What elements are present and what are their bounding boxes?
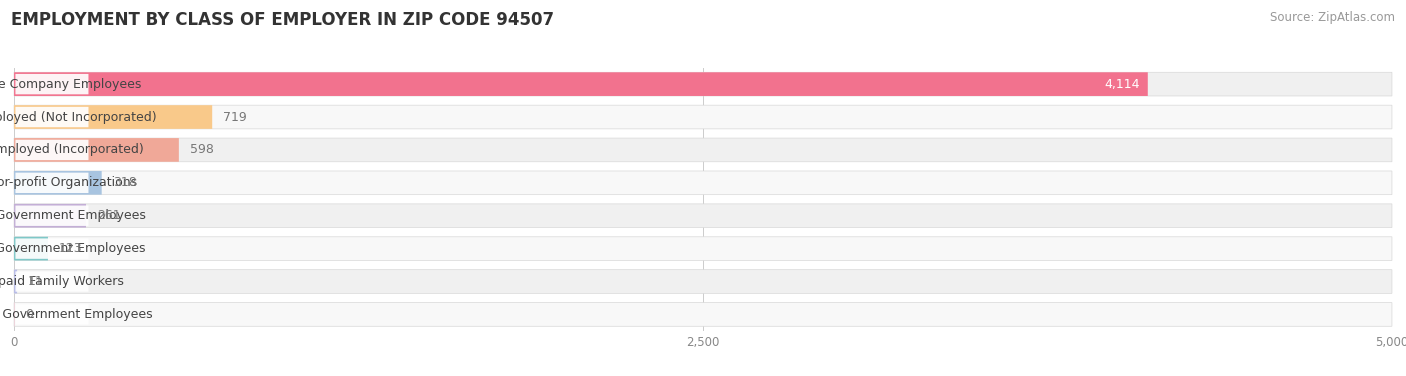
- FancyBboxPatch shape: [15, 271, 89, 292]
- FancyBboxPatch shape: [14, 72, 1147, 96]
- Text: 0: 0: [25, 308, 34, 321]
- Text: Not-for-profit Organizations: Not-for-profit Organizations: [0, 176, 138, 190]
- Text: 4,114: 4,114: [1104, 77, 1139, 91]
- Text: Unpaid Family Workers: Unpaid Family Workers: [0, 275, 124, 288]
- Text: 123: 123: [59, 242, 83, 255]
- FancyBboxPatch shape: [14, 138, 1392, 162]
- FancyBboxPatch shape: [14, 237, 1392, 261]
- FancyBboxPatch shape: [14, 204, 1392, 227]
- FancyBboxPatch shape: [14, 237, 48, 261]
- Text: 719: 719: [224, 111, 247, 124]
- FancyBboxPatch shape: [15, 304, 89, 324]
- FancyBboxPatch shape: [14, 204, 86, 227]
- FancyBboxPatch shape: [14, 72, 1392, 96]
- FancyBboxPatch shape: [15, 107, 89, 127]
- Text: EMPLOYMENT BY CLASS OF EMPLOYER IN ZIP CODE 94507: EMPLOYMENT BY CLASS OF EMPLOYER IN ZIP C…: [11, 11, 554, 29]
- FancyBboxPatch shape: [14, 270, 1392, 293]
- FancyBboxPatch shape: [14, 105, 212, 129]
- FancyBboxPatch shape: [14, 171, 101, 195]
- Text: Self-Employed (Incorporated): Self-Employed (Incorporated): [0, 143, 143, 156]
- Text: 318: 318: [112, 176, 136, 190]
- FancyBboxPatch shape: [14, 105, 1392, 129]
- Text: Federal Government Employees: Federal Government Employees: [0, 308, 152, 321]
- FancyBboxPatch shape: [14, 303, 1392, 326]
- Text: Source: ZipAtlas.com: Source: ZipAtlas.com: [1270, 11, 1395, 24]
- FancyBboxPatch shape: [15, 74, 89, 94]
- FancyBboxPatch shape: [14, 138, 179, 162]
- FancyBboxPatch shape: [15, 238, 89, 259]
- Text: Self-Employed (Not Incorporated): Self-Employed (Not Incorporated): [0, 111, 156, 124]
- FancyBboxPatch shape: [15, 206, 89, 226]
- Text: Private Company Employees: Private Company Employees: [0, 77, 142, 91]
- FancyBboxPatch shape: [14, 270, 17, 293]
- FancyBboxPatch shape: [15, 173, 89, 193]
- Text: 11: 11: [28, 275, 44, 288]
- Text: State Government Employees: State Government Employees: [0, 242, 146, 255]
- FancyBboxPatch shape: [14, 171, 1392, 195]
- Text: 261: 261: [97, 209, 121, 222]
- Text: 598: 598: [190, 143, 214, 156]
- Text: Local Government Employees: Local Government Employees: [0, 209, 145, 222]
- FancyBboxPatch shape: [15, 140, 89, 160]
